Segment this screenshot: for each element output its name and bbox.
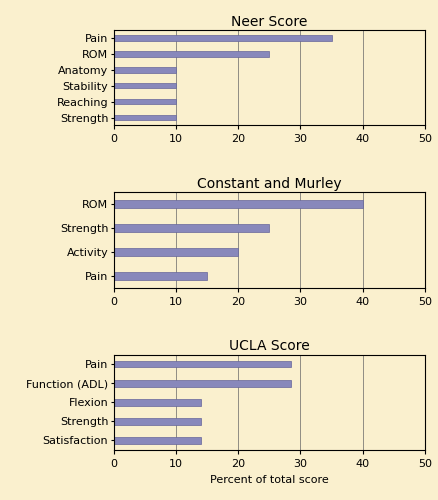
Bar: [114, 51, 269, 57]
Title: UCLA Score: UCLA Score: [229, 340, 310, 353]
Bar: [114, 272, 207, 280]
Bar: [114, 418, 201, 424]
Title: Constant and Murley: Constant and Murley: [197, 177, 342, 191]
Bar: [114, 380, 291, 386]
Title: Neer Score: Neer Score: [231, 15, 307, 29]
Bar: [114, 114, 176, 120]
Bar: [114, 35, 332, 40]
Bar: [114, 437, 201, 444]
Bar: [114, 399, 201, 406]
Bar: [114, 224, 269, 232]
Bar: [114, 99, 176, 104]
Bar: [114, 67, 176, 72]
Bar: [114, 83, 176, 88]
Bar: [114, 360, 291, 368]
Bar: [114, 248, 238, 256]
Bar: [114, 200, 363, 208]
X-axis label: Percent of total score: Percent of total score: [210, 474, 329, 484]
